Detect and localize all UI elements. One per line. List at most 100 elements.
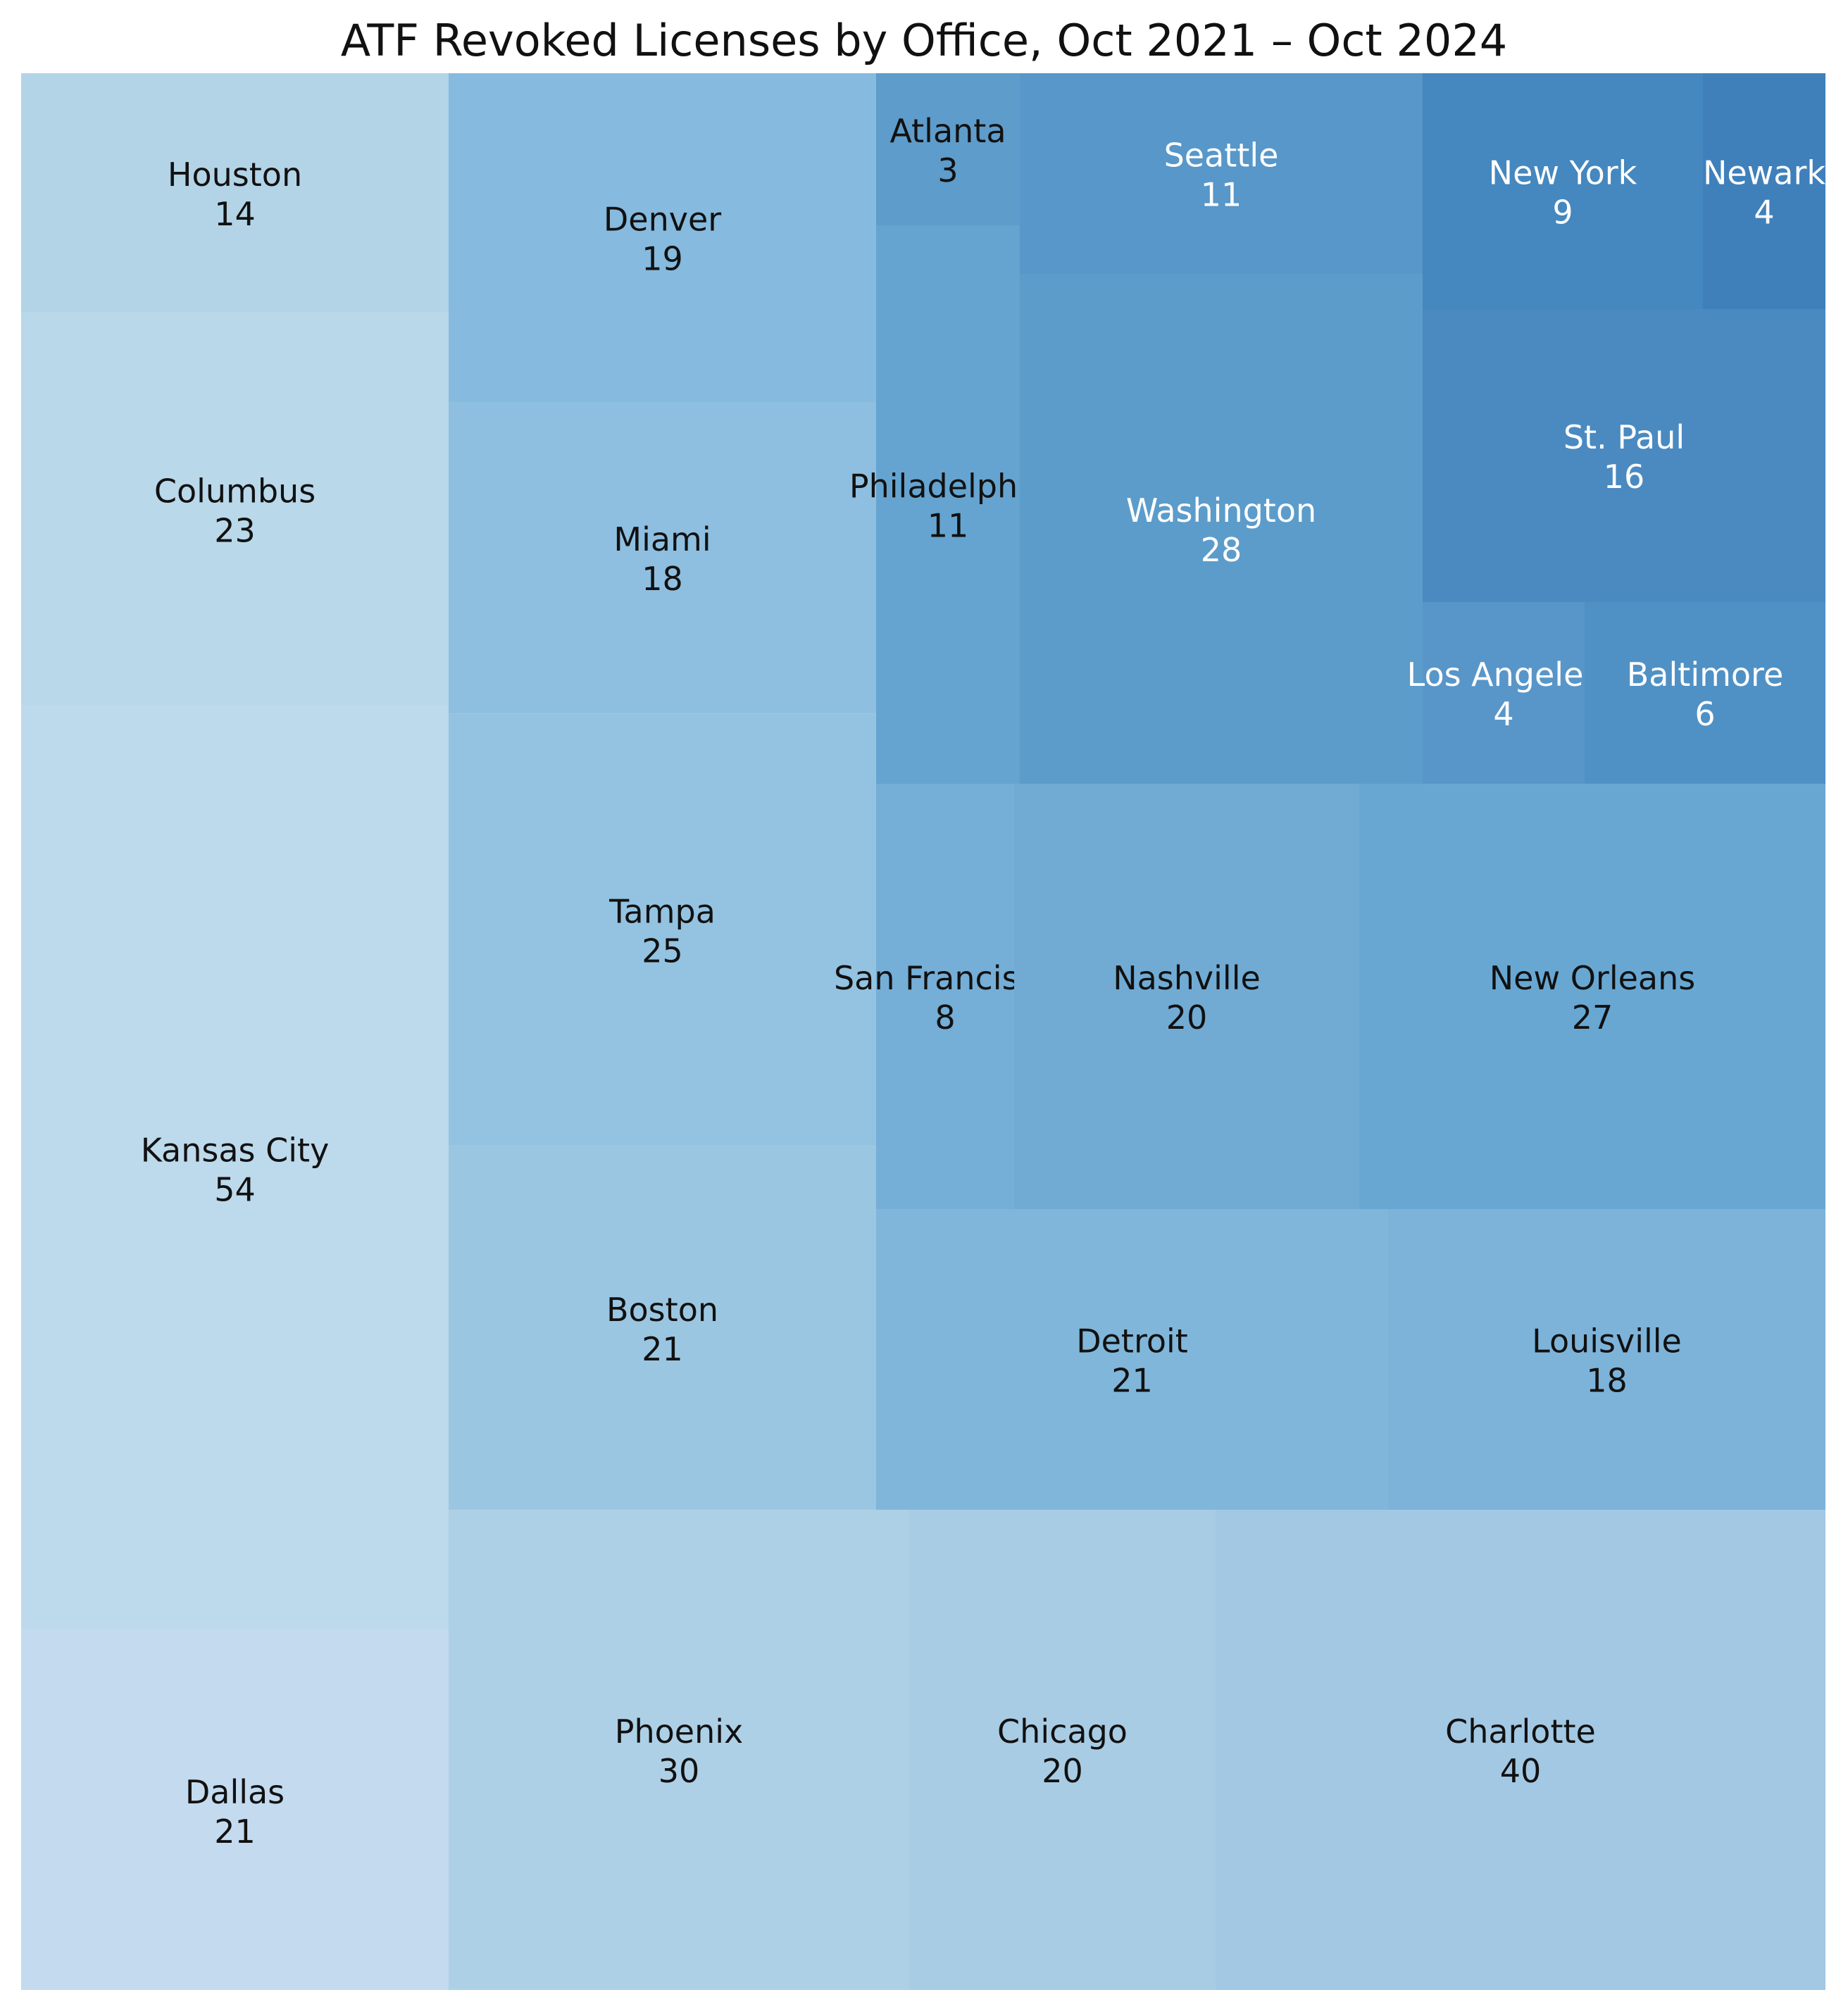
treemap-label-new-york: New York: [1489, 154, 1637, 192]
treemap-value-seattle: 11: [1201, 176, 1242, 214]
treemap-value-st-paul: 16: [1604, 458, 1645, 496]
treemap-value-newark: 4: [1754, 194, 1774, 232]
treemap-value-kansas-city: 54: [214, 1170, 256, 1208]
treemap-value-atlanta: 3: [937, 151, 958, 189]
treemap-rect-philadelphia: [876, 225, 1020, 784]
treemap-rect-nashville: [1014, 784, 1359, 1209]
treemap-label-phoenix: Phoenix: [615, 1713, 744, 1751]
treemap-rect-san-francisco: [876, 784, 1014, 1209]
treemap-label-baltimore: Baltimore: [1627, 656, 1784, 694]
treemap-rect-new-york: [1423, 73, 1703, 309]
treemap-rect-boston: [449, 1146, 876, 1510]
treemap-label-kansas-city: Kansas City: [141, 1131, 330, 1169]
treemap-rect-charlotte: [1216, 1510, 1825, 1990]
treemap-rect-chicago: [909, 1510, 1216, 1990]
treemap-value-louisville: 18: [1586, 1362, 1628, 1400]
treemap-value-chicago: 20: [1042, 1752, 1083, 1790]
treemap-value-philadelphia: 11: [928, 507, 969, 545]
treemap-value-houston: 14: [214, 195, 256, 233]
treemap-label-philadelphia: Philadelphia: [849, 468, 1047, 506]
treemap-label-miami: Miami: [613, 520, 711, 558]
treemap-label-boston: Boston: [606, 1291, 718, 1329]
treemap-label-columbus: Columbus: [154, 472, 316, 511]
treemap-label-charlotte: Charlotte: [1445, 1713, 1596, 1751]
treemap-value-columbus: 23: [214, 512, 256, 550]
treemap-rect-louisville: [1388, 1209, 1825, 1510]
treemap-value-tampa: 25: [642, 932, 683, 970]
treemap-label-new-orleans: New Orleans: [1490, 959, 1695, 997]
treemap-rect-seattle: [1020, 73, 1423, 274]
treemap-rect-newark: [1703, 73, 1825, 309]
treemap-label-chicago: Chicago: [997, 1713, 1128, 1751]
treemap-label-nashville: Nashville: [1113, 959, 1261, 997]
treemap-label-dallas: Dallas: [185, 1773, 285, 1811]
treemap-rect-dallas: [21, 1630, 449, 1990]
treemap-rect-atlanta: [876, 73, 1020, 225]
treemap-label-houston: Houston: [168, 156, 302, 194]
treemap-rect-denver: [449, 73, 876, 402]
treemap-value-denver: 19: [642, 239, 683, 277]
treemap-label-washington: Washington: [1126, 492, 1316, 530]
treemap-rect-phoenix: [449, 1510, 909, 1990]
treemap-value-los-angeles: 4: [1493, 695, 1513, 733]
treemap-value-new-york: 9: [1552, 194, 1573, 232]
treemap-rect-new-orleans: [1359, 784, 1825, 1209]
treemap-rect-baltimore: [1585, 602, 1825, 784]
treemap-label-newark: Newark: [1703, 154, 1825, 192]
treemap-rect-tampa: [449, 713, 876, 1146]
treemap-label-detroit: Detroit: [1076, 1322, 1188, 1360]
treemap-label-los-angeles: Los Angeles: [1407, 656, 1601, 694]
treemap-rect-kansas-city: [21, 706, 449, 1631]
treemap-value-phoenix: 30: [658, 1752, 700, 1790]
treemap-label-denver: Denver: [604, 200, 721, 238]
treemap-rect-los-angeles: [1423, 602, 1585, 784]
treemap-value-detroit: 21: [1111, 1362, 1153, 1400]
treemap-value-charlotte: 40: [1500, 1752, 1542, 1790]
treemap-label-tampa: Tampa: [608, 893, 716, 931]
treemap-label-louisville: Louisville: [1532, 1322, 1682, 1360]
treemap-value-washington: 28: [1201, 531, 1242, 569]
treemap-value-boston: 21: [642, 1330, 683, 1368]
treemap-label-atlanta: Atlanta: [889, 112, 1006, 150]
treemap-rect-houston: [21, 73, 449, 313]
treemap-value-baltimore: 6: [1694, 695, 1715, 733]
treemap-value-nashville: 20: [1166, 999, 1208, 1037]
treemap-value-dallas: 21: [214, 1813, 256, 1851]
treemap-value-miami: 18: [642, 560, 683, 598]
treemap-rect-columbus: [21, 313, 449, 707]
treemap-rect-washington: [1020, 274, 1423, 784]
treemap-rect-st-paul: [1423, 309, 1825, 602]
treemap-label-st-paul: St. Paul: [1563, 418, 1685, 456]
treemap-value-new-orleans: 27: [1572, 999, 1613, 1037]
treemap-label-seattle: Seattle: [1164, 137, 1279, 175]
treemap-rect-miami: [449, 401, 876, 714]
treemap-rect-detroit: [876, 1209, 1388, 1510]
treemap-value-san-francisco: 8: [935, 999, 955, 1037]
chart-title: ATF Revoked Licenses by Office, Oct 2021…: [340, 15, 1508, 66]
